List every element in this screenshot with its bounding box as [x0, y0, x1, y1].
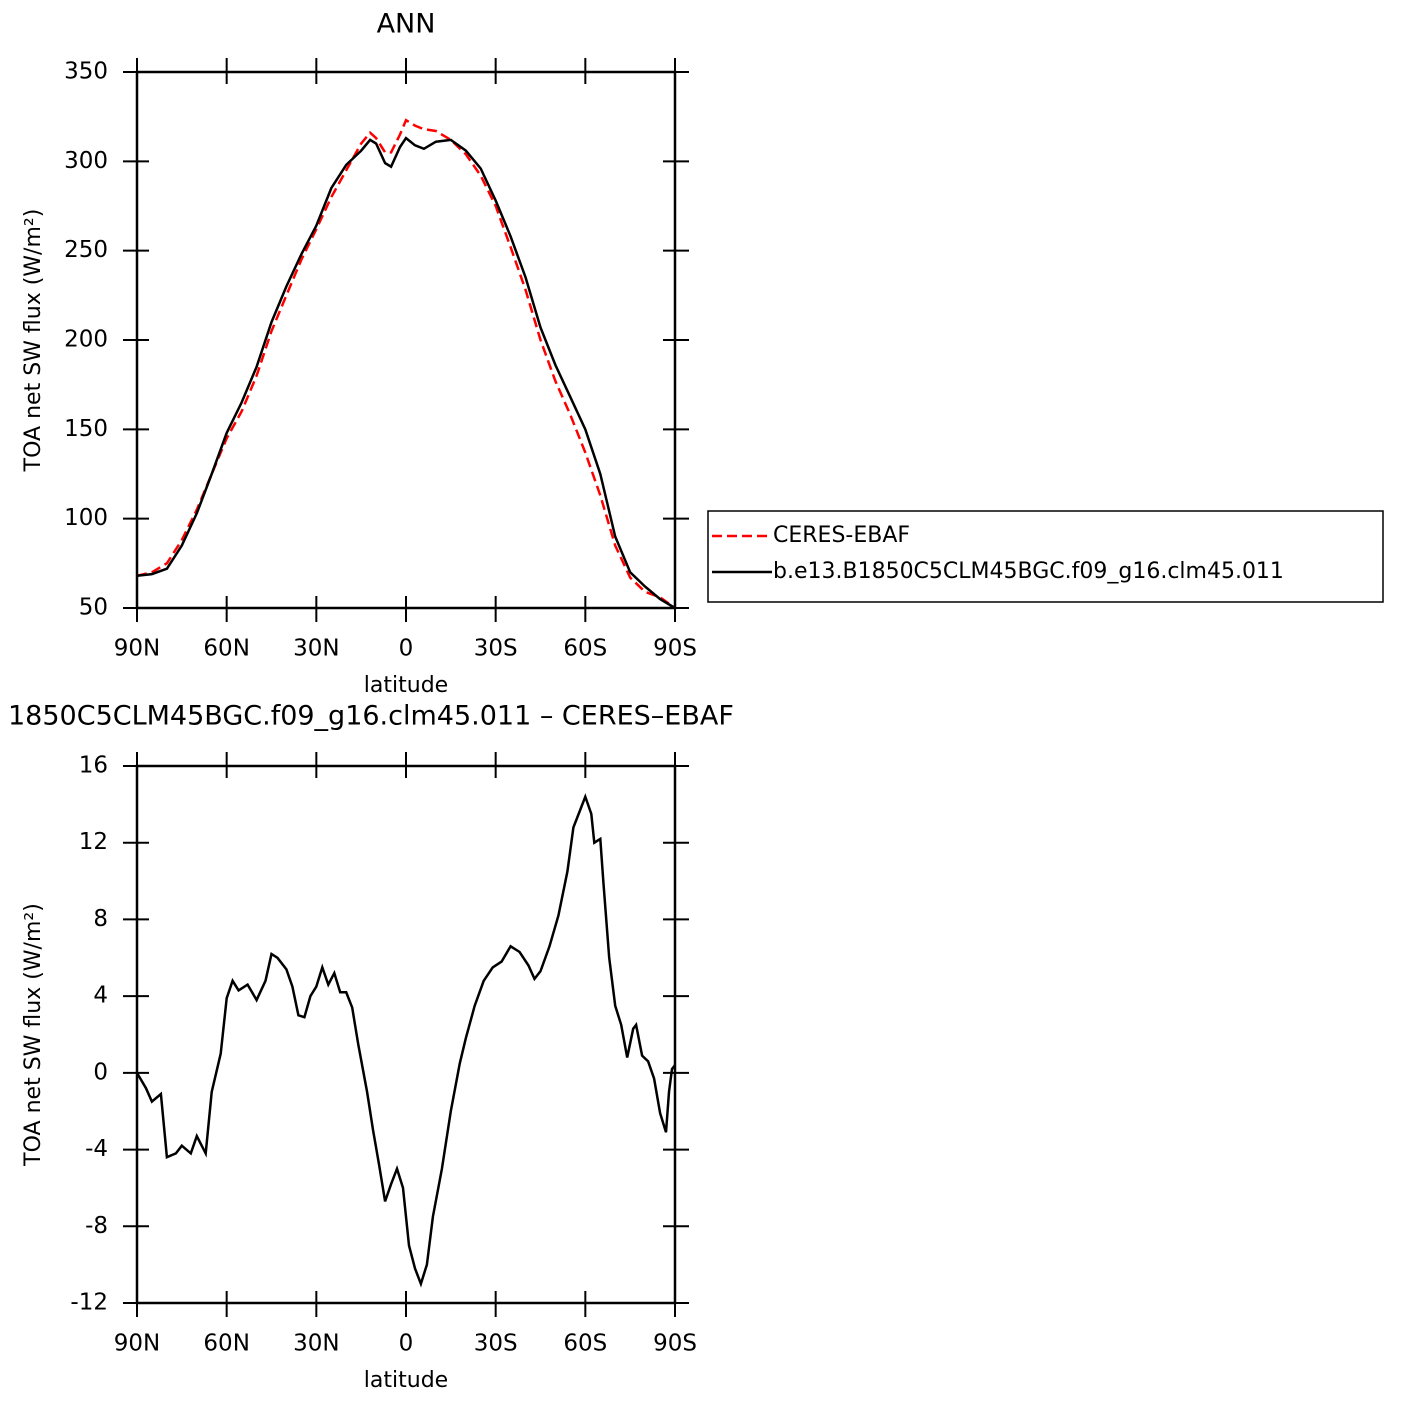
y-tick-label: 150 [64, 416, 108, 442]
x-tick-label: 90S [653, 636, 697, 662]
y-tick-label: 300 [64, 148, 108, 174]
x-axis-label: latitude [364, 1368, 448, 1393]
legend-label: b.e13.B1850C5CLM45BGC.f09_g16.clm45.011 [773, 559, 1284, 584]
x-tick-label: 30S [474, 1331, 518, 1357]
y-tick-label: 50 [79, 595, 108, 621]
x-tick-label: 90N [114, 1331, 160, 1357]
x-tick-label: 90N [114, 636, 160, 662]
x-tick-label: 60S [563, 636, 607, 662]
plot-frame [135, 764, 677, 1305]
y-tick-label: 8 [93, 906, 108, 932]
y-axis-label: TOA net SW flux (W/m²) [21, 209, 46, 473]
x-tick-label: 30N [293, 636, 339, 662]
y-tick-label: 200 [64, 327, 108, 353]
y-tick-label: 12 [79, 829, 108, 855]
y-tick-label: -8 [85, 1213, 108, 1239]
y-tick-label: 4 [93, 983, 108, 1009]
chart-title: ANN [377, 9, 436, 40]
legend-box [707, 510, 1384, 603]
y-tick-label: 250 [64, 237, 108, 263]
data-line [136, 136, 676, 610]
chart-title: 1850C5CLM45BGC.f09_g16.clm45.011 – CERES… [8, 701, 734, 732]
x-tick-label: 0 [399, 1331, 414, 1357]
y-tick-label: -4 [85, 1136, 108, 1162]
x-axis-label: latitude [364, 673, 448, 698]
x-tick-label: 60N [203, 1331, 249, 1357]
y-tick-label: 100 [64, 505, 108, 531]
y-tick-label: 16 [79, 753, 108, 779]
data-line [136, 118, 676, 610]
y-tick-label: 0 [93, 1059, 108, 1085]
y-tick-label: -12 [70, 1290, 108, 1316]
x-tick-label: 30N [293, 1331, 339, 1357]
data-line [135, 793, 676, 1288]
x-tick-label: 60S [563, 1331, 607, 1357]
x-tick-label: 0 [399, 636, 414, 662]
x-tick-label: 30S [474, 636, 518, 662]
y-tick-label: 350 [64, 59, 108, 85]
legend-label: CERES-EBAF [773, 523, 910, 548]
y-axis-label: TOA net SW flux (W/m²) [21, 903, 46, 1167]
x-tick-label: 60N [203, 636, 249, 662]
plot-frame [135, 70, 677, 610]
x-tick-label: 90S [653, 1331, 697, 1357]
